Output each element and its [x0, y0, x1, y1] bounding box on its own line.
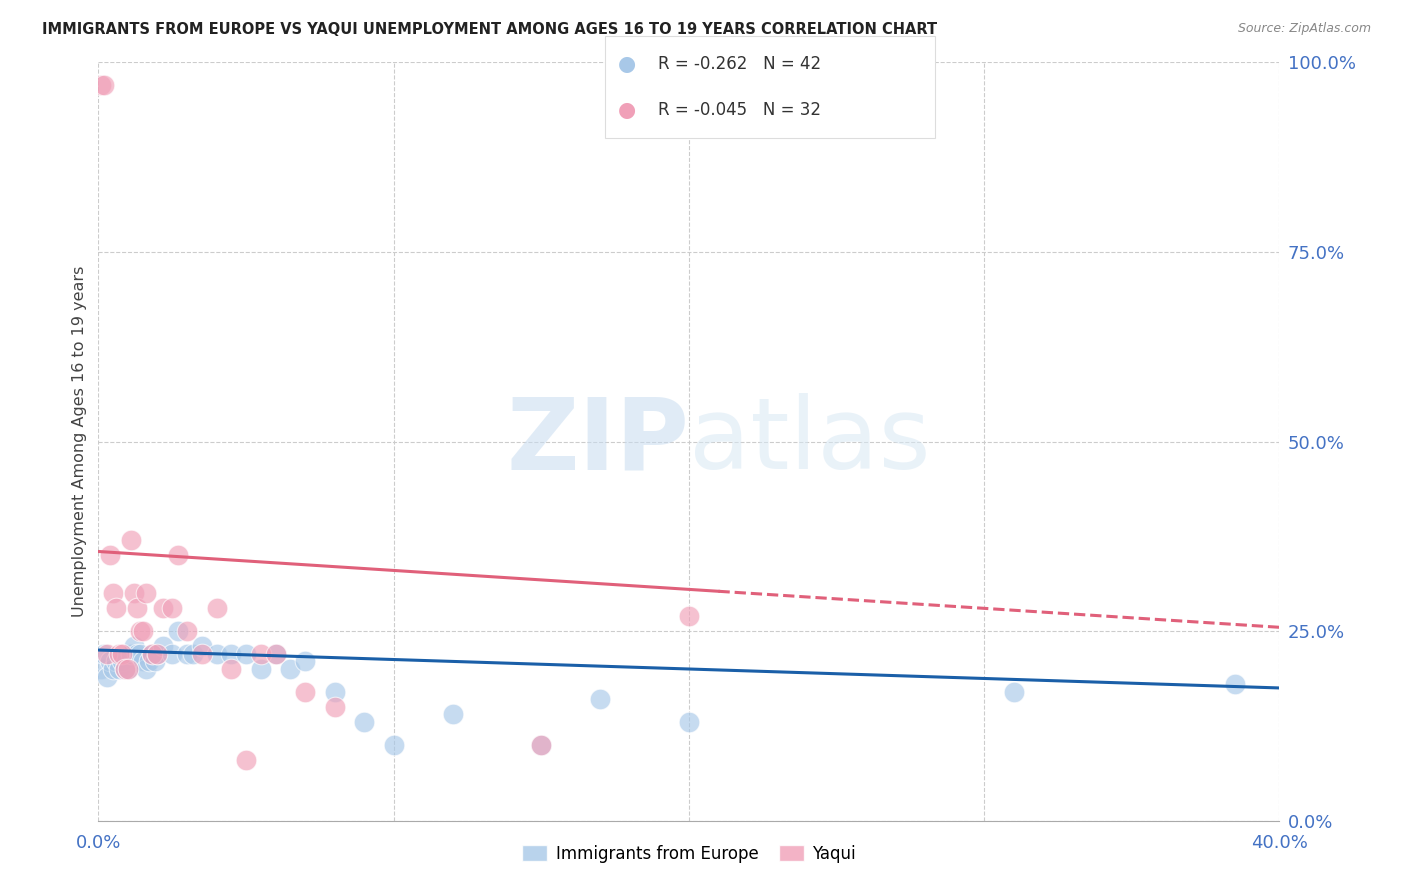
- Point: [96, 647, 118, 661]
- Point: [98, 548, 121, 563]
- Point: [128, 647, 150, 661]
- Point: [176, 647, 198, 661]
- Point: [108, 662, 131, 676]
- Point: [167, 548, 190, 563]
- Point: [162, 601, 183, 615]
- Point: [93, 647, 115, 661]
- Point: [120, 533, 142, 548]
- Point: [294, 685, 316, 699]
- Point: [111, 647, 134, 661]
- Point: [96, 669, 118, 683]
- Point: [132, 655, 155, 669]
- Point: [250, 662, 273, 676]
- Point: [441, 707, 464, 722]
- Point: [678, 608, 700, 623]
- Point: [589, 692, 612, 706]
- Point: [280, 662, 302, 676]
- Point: [90, 662, 112, 676]
- Point: [250, 647, 273, 661]
- Point: [132, 624, 155, 639]
- Point: [323, 699, 346, 714]
- Point: [176, 624, 198, 639]
- Point: [221, 647, 243, 661]
- Text: ●: ●: [619, 54, 636, 74]
- Point: [1225, 677, 1247, 691]
- Point: [294, 655, 316, 669]
- Point: [90, 78, 112, 92]
- Point: [122, 586, 145, 600]
- Point: [125, 601, 148, 615]
- Point: [353, 715, 375, 730]
- Text: ●: ●: [619, 100, 636, 120]
- Point: [152, 639, 174, 653]
- Legend: Immigrants from Europe, Yaqui: Immigrants from Europe, Yaqui: [516, 838, 862, 869]
- Point: [143, 655, 166, 669]
- Point: [235, 753, 257, 767]
- Text: R = -0.045   N = 32: R = -0.045 N = 32: [658, 101, 821, 119]
- Point: [114, 662, 136, 676]
- Point: [181, 647, 204, 661]
- Point: [162, 647, 183, 661]
- Point: [382, 738, 405, 752]
- Text: ZIP: ZIP: [506, 393, 689, 490]
- Point: [128, 624, 150, 639]
- Point: [146, 647, 169, 661]
- Point: [205, 647, 228, 661]
- Point: [138, 655, 160, 669]
- Point: [105, 601, 128, 615]
- Point: [108, 647, 131, 661]
- Y-axis label: Unemployment Among Ages 16 to 19 years: Unemployment Among Ages 16 to 19 years: [72, 266, 87, 617]
- Point: [122, 639, 145, 653]
- Point: [141, 647, 163, 661]
- Point: [191, 639, 214, 653]
- Text: IMMIGRANTS FROM EUROPE VS YAQUI UNEMPLOYMENT AMONG AGES 16 TO 19 YEARS CORRELATI: IMMIGRANTS FROM EUROPE VS YAQUI UNEMPLOY…: [42, 22, 938, 37]
- Point: [120, 647, 142, 661]
- Text: Source: ZipAtlas.com: Source: ZipAtlas.com: [1237, 22, 1371, 36]
- Point: [114, 662, 136, 676]
- Point: [221, 662, 243, 676]
- Point: [93, 78, 115, 92]
- Point: [103, 662, 125, 676]
- Point: [530, 738, 553, 752]
- Point: [141, 647, 163, 661]
- Point: [167, 624, 190, 639]
- Point: [105, 655, 128, 669]
- Point: [205, 601, 228, 615]
- Point: [191, 647, 214, 661]
- Point: [111, 655, 134, 669]
- Point: [125, 647, 148, 661]
- Point: [98, 655, 121, 669]
- Point: [1002, 685, 1025, 699]
- Point: [135, 586, 157, 600]
- Point: [530, 738, 553, 752]
- Point: [152, 601, 174, 615]
- Point: [264, 647, 287, 661]
- Point: [678, 715, 700, 730]
- Point: [235, 647, 257, 661]
- Point: [117, 662, 139, 676]
- Point: [264, 647, 287, 661]
- Point: [146, 647, 169, 661]
- Point: [135, 662, 157, 676]
- Text: R = -0.262   N = 42: R = -0.262 N = 42: [658, 55, 821, 73]
- Point: [117, 662, 139, 676]
- Text: atlas: atlas: [689, 393, 931, 490]
- Point: [323, 685, 346, 699]
- Point: [103, 586, 125, 600]
